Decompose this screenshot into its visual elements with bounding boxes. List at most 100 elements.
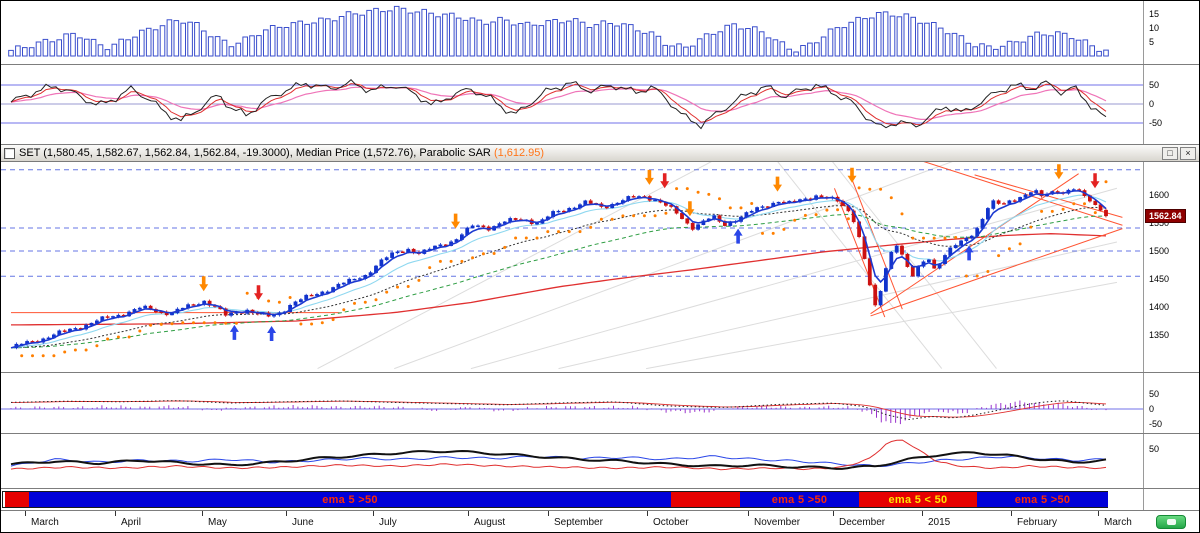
signal-arrow-down: [847, 167, 857, 183]
panel-oscillator: 50 0 -50: [1, 65, 1199, 145]
signal-arrow-down: [660, 173, 670, 189]
time-axis[interactable]: March April May June July August September Octo…: [1, 511, 1143, 532]
signal-arrow-down: [254, 285, 263, 301]
indicator-top-chart[interactable]: [1, 1, 1143, 64]
scale-label: -50: [1149, 419, 1163, 429]
maximize-button[interactable]: □: [1162, 146, 1178, 160]
window-controls: □ ×: [1162, 146, 1196, 160]
month-label: October: [653, 517, 689, 528]
oscillator-plot[interactable]: [1, 65, 1143, 144]
scale-label: 1450: [1149, 274, 1170, 284]
macd-plot[interactable]: [1, 373, 1143, 433]
month-label: November: [754, 517, 801, 528]
macd-chart[interactable]: [1, 373, 1143, 433]
signal-arrow-up: [229, 324, 239, 340]
chart-titlebar[interactable]: SET (1,580.45, 1,582.67, 1,562.84, 1,562…: [1, 145, 1199, 162]
ema-ribbon-segment: ema 5 >50: [740, 492, 859, 507]
ema-ribbon-label: ema 5 >50: [1014, 493, 1071, 506]
month-label: August: [474, 517, 506, 528]
scale-label: 0: [1149, 99, 1155, 109]
month-tick: [202, 511, 203, 516]
scale-label: -50: [1149, 118, 1163, 128]
scale-label: 10: [1149, 23, 1160, 33]
month-tick: [647, 511, 648, 516]
macd-scale[interactable]: 50 0 -50: [1143, 373, 1199, 433]
chart-icon: [4, 147, 15, 159]
ema-ribbon-segment: [5, 492, 29, 507]
month-label: March: [31, 517, 59, 528]
month-label: May: [208, 517, 227, 528]
month-tick: [833, 511, 834, 516]
ema-ribbon-label: ema 5 < 50: [888, 493, 948, 506]
month-tick: [1011, 511, 1012, 516]
month-label: June: [292, 517, 314, 528]
ema-ribbon-row: ema 5 >50 ema 5 >50 ema 5 < 50 ema 5 >50: [1, 489, 1199, 511]
month-label: April: [121, 517, 142, 528]
scale-label: 1600: [1149, 190, 1170, 200]
signal-arrow-down: [1054, 164, 1064, 180]
trend-plot[interactable]: [1, 434, 1143, 488]
month-label: February: [1017, 517, 1058, 528]
ema-ribbon-segment: ema 5 >50: [29, 492, 671, 507]
close-button[interactable]: ×: [1180, 146, 1196, 160]
scale-label: 1500: [1149, 246, 1170, 256]
month-tick: [748, 511, 749, 516]
indicator-top-plot[interactable]: [1, 1, 1143, 64]
scale-label: 1400: [1149, 302, 1170, 312]
price-chart[interactable]: [1, 162, 1143, 372]
month-tick: [1098, 511, 1099, 516]
month-label: March: [1104, 517, 1132, 528]
ema-ribbon-label: ema 5 >50: [771, 493, 828, 506]
trend-scale[interactable]: 50: [1143, 434, 1199, 488]
price-plot[interactable]: [1, 162, 1143, 372]
scale-label: 50: [1149, 389, 1160, 399]
month-tick: [548, 511, 549, 516]
panel-macd: 50 0 -50: [1, 373, 1199, 434]
ema-ribbon-label: ema 5 >50: [322, 493, 378, 506]
signal-arrow-down: [1090, 173, 1100, 189]
scale-label: 50: [1149, 443, 1160, 454]
indicator-top-scale[interactable]: 15 10 5: [1143, 1, 1199, 64]
signal-arrow-down: [773, 176, 782, 192]
scale-label: 50: [1149, 80, 1160, 90]
scale-label: 15: [1149, 9, 1160, 19]
month-tick: [468, 511, 469, 516]
signal-arrow-down: [199, 276, 209, 292]
price-scale[interactable]: 1562.84 1600 1550 1500 1450 1400 1350: [1143, 162, 1199, 372]
chart-title: SET (1,580.45, 1,582.67, 1,562.84, 1,562…: [19, 147, 544, 159]
signal-arrow-up: [733, 228, 743, 244]
scale-label: 5: [1149, 37, 1155, 47]
ema-ribbon: ema 5 >50 ema 5 >50 ema 5 < 50 ema 5 >50: [2, 491, 1108, 508]
ema-ribbon-scale: [1143, 489, 1199, 510]
ema-ribbon-segment: [671, 492, 740, 507]
panel-indicator-top: 15 10 5: [1, 1, 1199, 65]
title-ohlc-text: SET (1,580.45, 1,582.67, 1,562.84, 1,562…: [19, 147, 494, 159]
month-label: July: [379, 517, 397, 528]
month-tick: [115, 511, 116, 516]
month-label: September: [554, 517, 603, 528]
corner-widget-icon: [1166, 519, 1176, 525]
month-label: December: [839, 517, 886, 528]
ema-ribbon-plot: ema 5 >50 ema 5 >50 ema 5 < 50 ema 5 >50: [1, 489, 1143, 510]
signal-arrow-down: [644, 169, 654, 185]
month-tick: [25, 511, 26, 516]
signal-arrow-down: [451, 213, 461, 229]
month-tick: [373, 511, 374, 516]
scale-label: 1350: [1149, 330, 1170, 340]
ema-ribbon-segment: ema 5 >50: [977, 492, 1108, 507]
oscillator-chart[interactable]: [1, 65, 1143, 144]
month-tick: [286, 511, 287, 516]
signal-arrow-up: [964, 245, 974, 261]
signal-arrow-down: [685, 201, 695, 217]
time-axis-row: March April May June July August September Octo…: [1, 511, 1199, 532]
oscillator-scale[interactable]: 50 0 -50: [1143, 65, 1199, 144]
corner-widget-button[interactable]: [1156, 515, 1186, 529]
trend-chart[interactable]: [1, 434, 1143, 488]
month-label: 2015: [928, 517, 951, 528]
month-tick: [922, 511, 923, 516]
panel-price: 1562.84 1600 1550 1500 1450 1400 1350: [1, 162, 1199, 373]
title-sar-value: (1,612.95): [493, 147, 545, 159]
ema-ribbon-segment: ema 5 < 50: [859, 492, 977, 507]
last-price-tag: 1562.84: [1145, 208, 1186, 223]
